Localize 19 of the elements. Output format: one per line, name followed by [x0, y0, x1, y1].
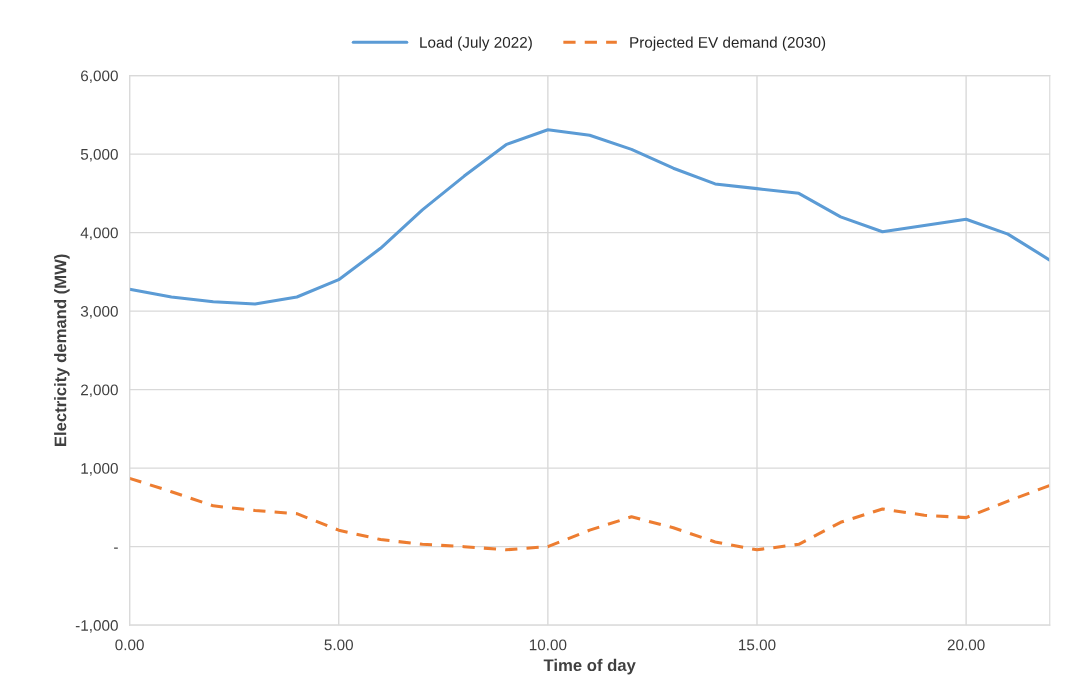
x-tick-label: 10.00	[529, 639, 567, 651]
y-tick-label: -	[114, 547, 118, 549]
y-tick-label: 5,000	[80, 148, 118, 162]
x-tick-label: 5.00	[324, 639, 353, 651]
y-tick-label: 1,000	[81, 463, 118, 476]
line-series	[129, 476, 1050, 552]
y-axis-title: Electricity demand (MW)	[54, 254, 70, 447]
x-axis-title: Time of day	[543, 658, 636, 675]
y-tick-label: -1,000	[75, 620, 118, 633]
legend-label: Load (July 2022)	[420, 36, 532, 51]
legend-label: Projected EV demand (2030)	[630, 36, 826, 51]
x-tick-label: 0.00	[115, 639, 144, 651]
y-tick-label: 4,000	[80, 227, 118, 241]
y-tick-label: 3,000	[80, 305, 118, 319]
x-tick-label: 20.00	[947, 639, 985, 651]
y-tick-label: 6,000	[81, 70, 118, 84]
y-tick-label: 2,000	[81, 384, 118, 398]
line-series	[129, 128, 1050, 306]
x-tick-label: 15.00	[739, 639, 776, 651]
